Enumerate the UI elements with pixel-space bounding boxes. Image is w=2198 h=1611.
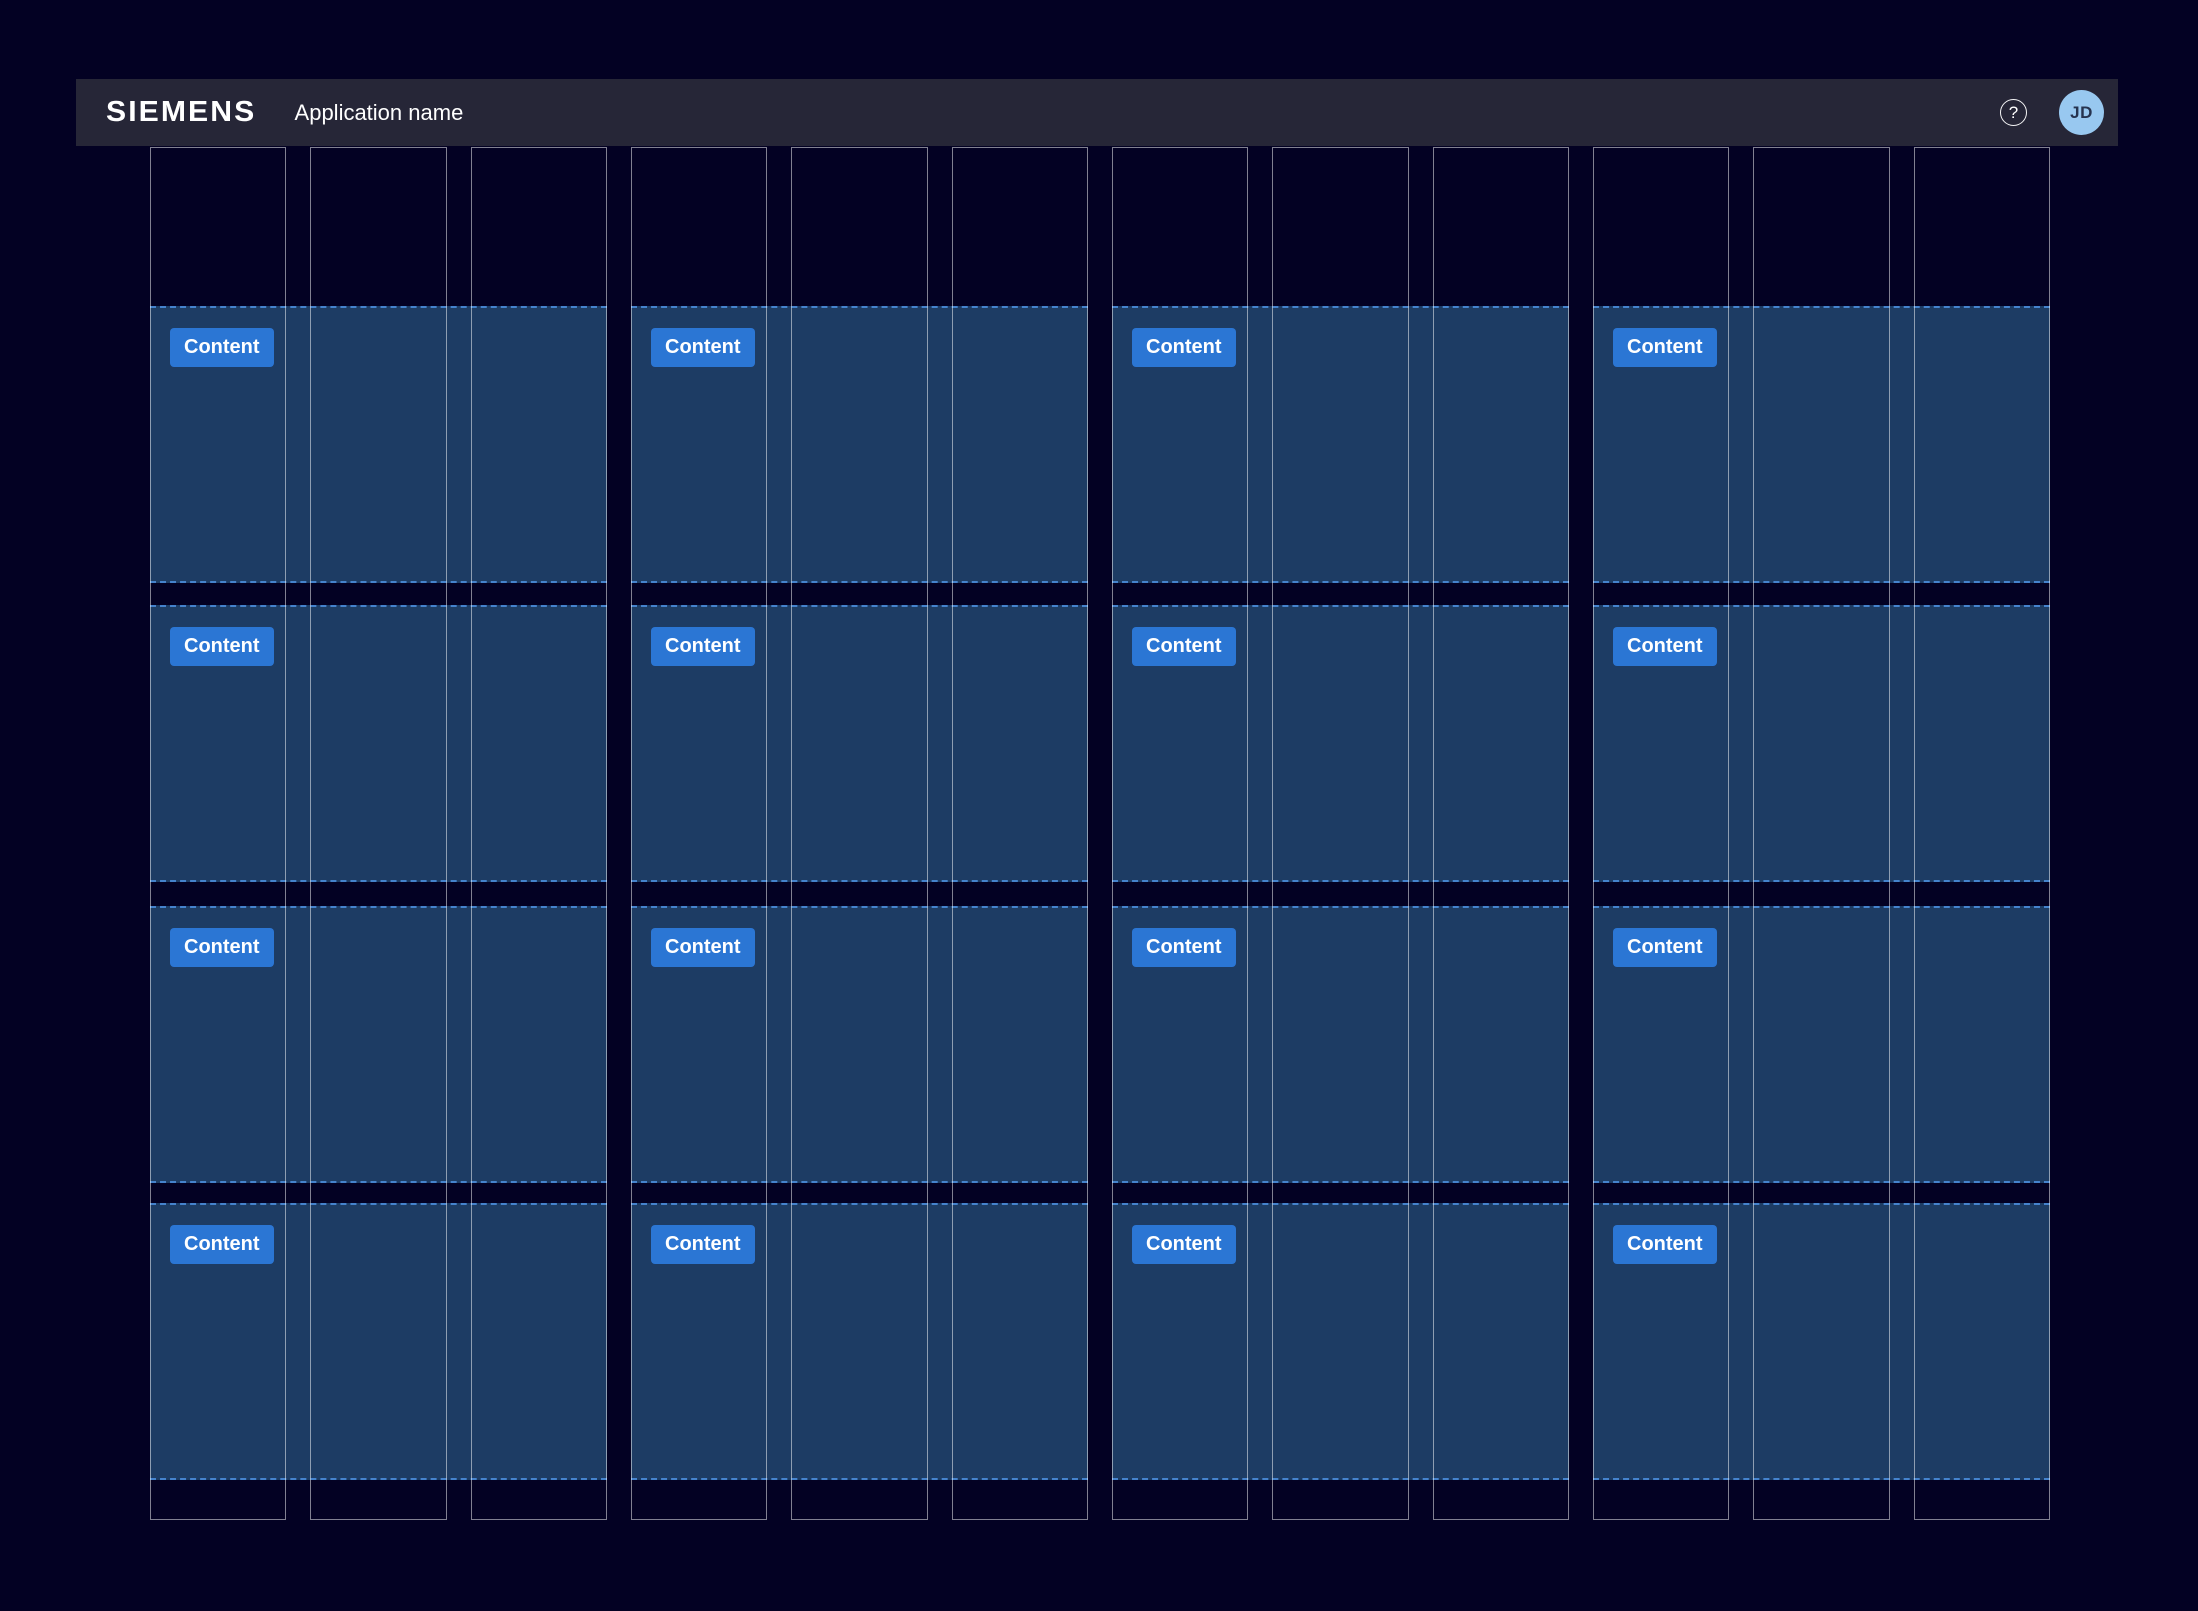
content-button[interactable]: Content: [1132, 328, 1236, 367]
app-header: SIEMENS Application name ? JD: [76, 79, 2118, 146]
content-button[interactable]: Content: [1132, 627, 1236, 666]
content-card: Content: [150, 906, 607, 1183]
layout-grid: Content Content Content Content Content Conte…: [150, 147, 2050, 1520]
question-mark-glyph: ?: [2008, 103, 2019, 122]
content-card: Content: [1112, 605, 1569, 882]
content-card: Content: [150, 306, 607, 583]
content-card: Content: [1112, 306, 1569, 583]
card-group: Content Content Content Content: [1112, 147, 1569, 1520]
siemens-logo: SIEMENS: [106, 96, 257, 128]
content-button[interactable]: Content: [170, 1225, 274, 1264]
content-card: Content: [631, 906, 1088, 1183]
card-group: Content Content Content Content: [1593, 147, 2050, 1520]
content-card: Content: [631, 306, 1088, 583]
content-card: Content: [1593, 1203, 2050, 1480]
content-card: Content: [631, 605, 1088, 882]
content-card: Content: [1112, 906, 1569, 1183]
content-button[interactable]: Content: [1132, 1225, 1236, 1264]
user-avatar[interactable]: JD: [2059, 90, 2104, 135]
content-button[interactable]: Content: [651, 1225, 755, 1264]
content-card: Content: [1593, 906, 2050, 1183]
content-card: Content: [631, 1203, 1088, 1480]
content-button[interactable]: Content: [651, 928, 755, 967]
content-button[interactable]: Content: [651, 328, 755, 367]
card-group: Content Content Content Content: [631, 147, 1088, 1520]
content-card: Content: [1593, 605, 2050, 882]
content-button[interactable]: Content: [170, 328, 274, 367]
application-name: Application name: [294, 99, 464, 125]
content-card: Content: [150, 605, 607, 882]
help-icon[interactable]: ?: [2000, 99, 2027, 126]
content-button[interactable]: Content: [1613, 928, 1717, 967]
content-button[interactable]: Content: [1613, 328, 1717, 367]
avatar-initials: JD: [2070, 102, 2093, 122]
content-card: Content: [150, 1203, 607, 1480]
cards-layer: Content Content Content Content Content Conte…: [150, 147, 2050, 1520]
content-button[interactable]: Content: [651, 627, 755, 666]
content-button[interactable]: Content: [1613, 627, 1717, 666]
content-button[interactable]: Content: [170, 928, 274, 967]
content-button[interactable]: Content: [170, 627, 274, 666]
content-button[interactable]: Content: [1132, 928, 1236, 967]
content-card: Content: [1112, 1203, 1569, 1480]
card-group: Content Content Content Content: [150, 147, 607, 1520]
content-card: Content: [1593, 306, 2050, 583]
content-button[interactable]: Content: [1613, 1225, 1717, 1264]
